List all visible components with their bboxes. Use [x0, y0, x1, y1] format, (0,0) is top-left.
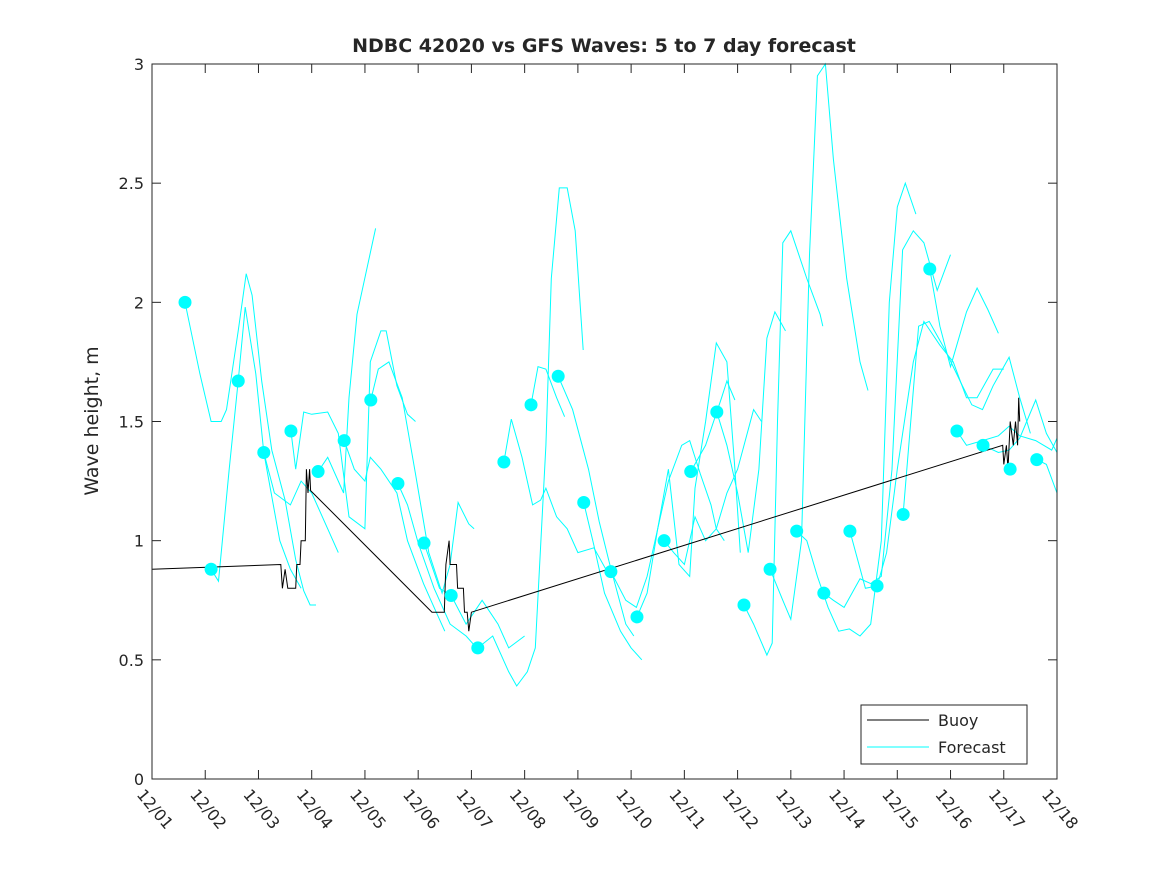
x-tick-label: 12/14: [825, 785, 869, 833]
x-tick-label: 12/09: [559, 785, 603, 833]
x-tick-label: 12/05: [346, 785, 390, 833]
chart-title: NDBC 42020 vs GFS Waves: 5 to 7 day fore…: [352, 35, 856, 57]
forecast-point-25: [843, 524, 857, 538]
forecast-point-15: [577, 496, 591, 510]
x-tick-label: 12/02: [186, 785, 230, 833]
forecast-line-17: [690, 379, 736, 472]
forecast-line-18: [716, 310, 786, 553]
forecast-point-13: [524, 398, 538, 412]
forecast-line-27: [982, 398, 1058, 454]
axes-box: [151, 63, 1058, 780]
forecast-point-31: [1003, 462, 1017, 476]
forecast-point-6: [337, 434, 351, 448]
x-tick-label: 12/11: [665, 785, 709, 833]
legend-buoy-label: Buoy: [938, 711, 978, 730]
forecast-line-24: [902, 320, 1031, 515]
forecast-point-3: [257, 445, 271, 459]
forecast-line-8: [423, 542, 525, 649]
legend-forecast-label: Forecast: [938, 738, 1006, 757]
forecast-point-7: [364, 393, 378, 407]
forecast-line-6: [370, 361, 475, 595]
forecast-line-16: [663, 408, 762, 566]
x-tick-label: 12/18: [1038, 785, 1082, 833]
y-tick-label: 3: [134, 55, 144, 74]
forecast-point-19: [684, 465, 698, 479]
y-tick-label: 1.5: [119, 413, 144, 432]
forecast-line-12: [557, 376, 635, 637]
forecast-point-28: [923, 262, 937, 276]
forecast-point-23: [790, 524, 804, 538]
x-tick-label: 12/03: [239, 785, 283, 833]
forecast-point-26: [870, 579, 884, 593]
forecast-line-9: [477, 187, 584, 687]
y-tick-label: 0.5: [119, 651, 144, 670]
x-tick-label: 12/16: [931, 785, 975, 833]
forecast-point-8: [391, 476, 405, 490]
forecast-point-17: [630, 610, 644, 624]
forecast-point-5: [311, 465, 325, 479]
forecast-line-1: [210, 307, 302, 589]
y-tick-label: 0: [134, 770, 144, 789]
y-tick-label: 2: [134, 293, 144, 312]
forecast-line-14: [610, 439, 725, 609]
forecast-line-2: [263, 452, 339, 553]
forecast-line-20: [769, 62, 869, 622]
x-tick-label: 12/17: [985, 785, 1029, 833]
y-axis-label: Wave height, m: [81, 346, 103, 495]
forecast-point-32: [1030, 453, 1044, 467]
forecast-point-2: [231, 374, 245, 388]
x-tick-label: 12/13: [772, 785, 816, 833]
forecast-point-16: [604, 565, 618, 579]
forecast-point-9: [417, 536, 431, 550]
y-tick-label: 2.5: [119, 174, 144, 193]
forecast-point-27: [896, 507, 910, 521]
forecast-line-3: [290, 330, 416, 530]
forecast-point-29: [950, 424, 964, 438]
x-tick-label: 12/12: [719, 785, 763, 833]
forecast-point-1: [204, 562, 218, 576]
forecast-point-14: [551, 369, 565, 383]
forecast-line-0: [184, 273, 316, 606]
forecast-line-22: [823, 229, 951, 609]
forecast-point-10: [444, 588, 458, 602]
forecast-line-11: [530, 366, 566, 417]
forecast-point-24: [817, 586, 831, 600]
forecast-line-21: [796, 181, 917, 637]
x-tick-label: 12/15: [878, 785, 922, 833]
forecast-point-22: [763, 562, 777, 576]
x-tick-label: 12/10: [612, 785, 656, 833]
forecast-point-0: [178, 295, 192, 309]
forecast-point-4: [284, 424, 298, 438]
plot-marks: [151, 62, 1058, 687]
forecast-point-18: [657, 534, 671, 548]
x-tick-label: 12/07: [452, 785, 496, 833]
forecast-point-30: [976, 438, 990, 452]
x-tick-label: 12/01: [133, 785, 177, 833]
forecast-line-25: [929, 268, 999, 369]
forecast-line-5: [343, 440, 446, 632]
legend: Buoy Forecast: [860, 704, 1028, 765]
forecast-point-20: [710, 405, 724, 419]
forecast-point-12: [497, 455, 511, 469]
x-tick-label: 12/04: [293, 785, 337, 833]
forecast-point-21: [737, 598, 751, 612]
forecast-line-13: [583, 502, 643, 661]
buoy-line: [151, 397, 1021, 632]
forecast-line-26: [956, 425, 1058, 451]
forecast-line-19: [743, 229, 824, 657]
forecast-point-11: [471, 641, 485, 655]
forecast-line-15: [636, 341, 741, 618]
legend-box: [860, 704, 1028, 765]
x-tick-label: 12/08: [506, 785, 550, 833]
forecast-line-23: [849, 320, 1004, 589]
x-tick-label: 12/06: [399, 785, 443, 833]
forecast-line-10: [503, 418, 611, 577]
y-tick-label: 1: [134, 532, 144, 551]
forecast-line-7: [397, 483, 478, 649]
